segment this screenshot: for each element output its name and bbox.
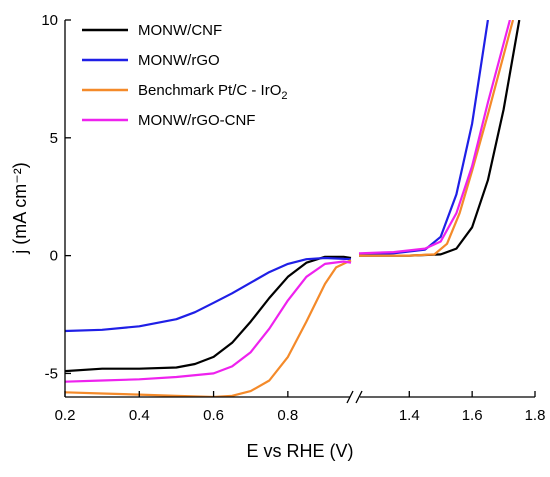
- x-axis-title: E vs RHE (V): [246, 441, 353, 461]
- legend-item-2: Benchmark Pt/C - IrO2: [82, 82, 288, 102]
- series-line-1-segment-0: [65, 256, 352, 333]
- axis-break-mark: [346, 389, 363, 405]
- legend-label-2-subscript: 2: [281, 90, 287, 102]
- legend: MONW/CNF MONW/rGO Benchmark Pt/C - IrO2 …: [82, 22, 288, 129]
- series-line-2-segment-1: [359, 20, 515, 257]
- series-layer: [65, 20, 521, 397]
- x-tick-label-0-1: 0.4: [129, 407, 150, 424]
- series-line-0-segment-0: [65, 255, 352, 373]
- series-line-3-segment-1: [358, 20, 511, 255]
- y-tick-label-2: 5: [50, 130, 58, 147]
- x-tick-label-0-2: 0.6: [203, 407, 224, 424]
- legend-item-1: MONW/rGO: [82, 52, 220, 69]
- x-tick-label-0-0: 0.2: [55, 407, 76, 424]
- y-axis-title: j (mA cm⁻²): [10, 162, 30, 255]
- y-tick-label-0: -5: [45, 365, 58, 382]
- series-line-1-segment-1: [358, 20, 489, 256]
- legend-label-1: MONW/rGO: [138, 52, 220, 69]
- axes: [64, 20, 535, 405]
- y-tick-label-3: 10: [41, 12, 58, 29]
- x-tick-label-1-1: 1.6: [462, 407, 483, 424]
- legend-label-0: MONW/CNF: [138, 22, 222, 39]
- x-tick-label-1-2: 1.8: [525, 407, 546, 424]
- y-tick-label-1: 0: [50, 248, 58, 265]
- legend-item-3: MONW/rGO-CNF: [82, 112, 255, 129]
- series-line-0-segment-1: [359, 20, 521, 257]
- x-tick-label-1-0: 1.4: [399, 407, 420, 424]
- legend-label-3: MONW/rGO-CNF: [138, 112, 255, 129]
- x-tick-label-0-3: 0.8: [277, 407, 298, 424]
- ticks: 0.2 0.4 0.6 0.8 1.4 1.6 1.8 -5 0 5 10: [41, 12, 545, 424]
- legend-item-0: MONW/CNF: [82, 22, 222, 39]
- series-line-3-segment-0: [65, 260, 352, 383]
- legend-label-2: Benchmark Pt/C - IrO2: [138, 82, 288, 102]
